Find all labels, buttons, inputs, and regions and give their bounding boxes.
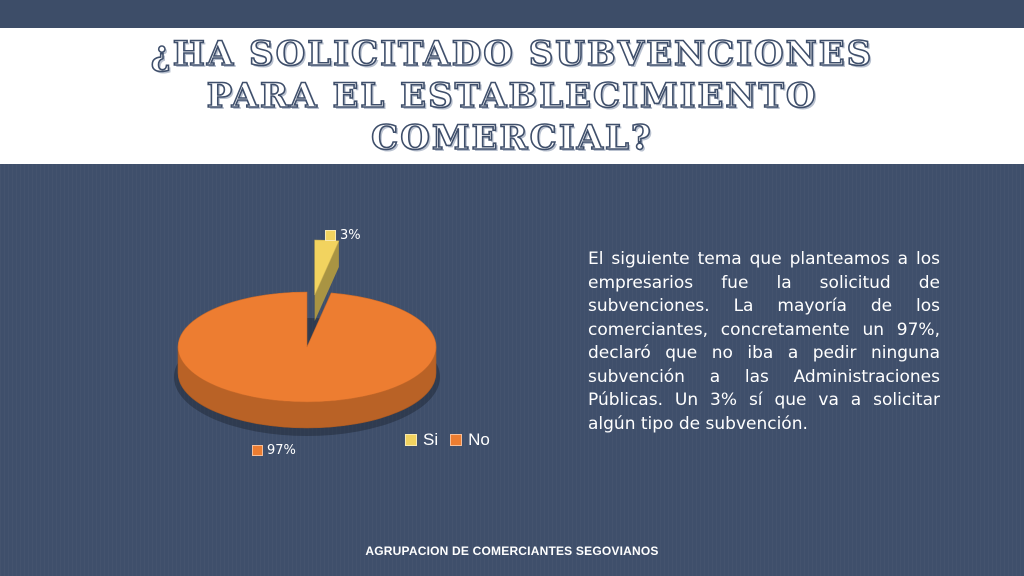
legend-key-si: [325, 230, 336, 241]
data-label-no: 97%: [252, 443, 296, 458]
pie-slice-no: [177, 291, 437, 403]
data-label-si-text: 3%: [340, 228, 361, 243]
slide-body-text: El siguiente tema que planteamos a los e…: [588, 249, 940, 434]
chart-legend: Si No: [405, 430, 490, 450]
legend-label-si: Si: [423, 430, 439, 449]
top-band: [0, 0, 1024, 28]
pie-slice-cut-si: [314, 240, 339, 321]
pie-chart: 3% 97% Si No: [160, 215, 520, 475]
legend-key-no: [252, 445, 263, 456]
data-label-no-text: 97%: [267, 443, 296, 458]
legend-item-si: Si: [405, 430, 438, 450]
footer-text: AGRUPACION DE COMERCIANTES SEGOVIANOS: [365, 544, 659, 558]
legend-swatch-no: [450, 434, 463, 446]
legend-label-no: No: [468, 430, 490, 449]
data-label-si: 3%: [325, 228, 361, 243]
legend-item-no: No: [450, 430, 490, 450]
pie-chart-svg: [174, 239, 440, 436]
legend-swatch-si: [405, 434, 417, 446]
slide-title: ¿Ha solicitado subvenciones para el esta…: [150, 33, 874, 159]
title-panel: ¿Ha solicitado subvenciones para el esta…: [0, 28, 1024, 164]
